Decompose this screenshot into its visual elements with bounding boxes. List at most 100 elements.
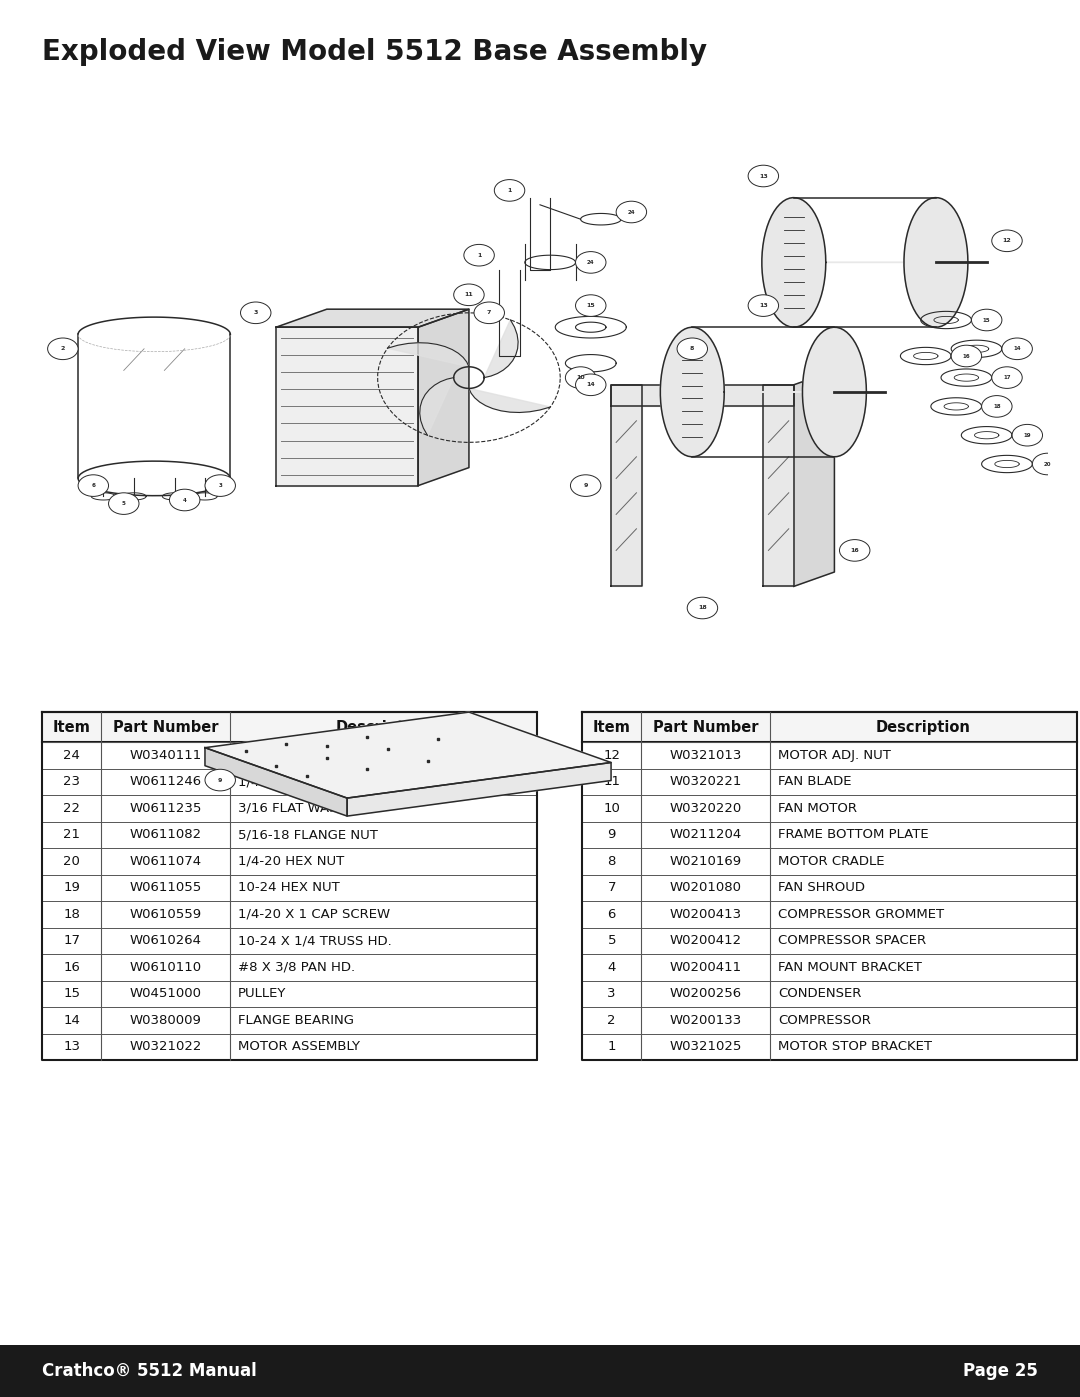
Text: 5/16-18 FLANGE NUT: 5/16-18 FLANGE NUT <box>238 828 378 841</box>
Text: Page 25: Page 25 <box>963 1362 1038 1380</box>
Circle shape <box>241 302 271 324</box>
Text: 10: 10 <box>604 802 620 814</box>
Text: PULLEY: PULLEY <box>238 988 286 1000</box>
Text: 9: 9 <box>608 828 616 841</box>
Polygon shape <box>205 747 347 816</box>
Text: 14: 14 <box>586 383 595 387</box>
Text: 1: 1 <box>508 189 512 193</box>
Text: W0211204: W0211204 <box>670 828 742 841</box>
Text: W0210169: W0210169 <box>670 855 742 868</box>
Polygon shape <box>205 712 611 798</box>
Text: W0340111: W0340111 <box>130 749 202 761</box>
Text: W0200411: W0200411 <box>670 961 742 974</box>
Text: 15: 15 <box>983 317 990 323</box>
Text: W0200133: W0200133 <box>670 1014 742 1027</box>
Bar <box>42 1034 537 1060</box>
Text: 3: 3 <box>254 310 258 316</box>
Text: W0201080: W0201080 <box>670 882 742 894</box>
Circle shape <box>205 475 235 496</box>
Text: 3/16 FLAT WASHER: 3/16 FLAT WASHER <box>238 802 365 814</box>
Bar <box>42 1007 537 1034</box>
Text: 10-24 X 1/4 TRUSS HD.: 10-24 X 1/4 TRUSS HD. <box>238 935 392 947</box>
Text: W0380009: W0380009 <box>130 1014 202 1027</box>
Text: 1/4-20 HEX NUT: 1/4-20 HEX NUT <box>238 855 345 868</box>
Circle shape <box>474 302 504 324</box>
Circle shape <box>616 201 647 222</box>
Bar <box>582 901 1077 928</box>
Circle shape <box>991 231 1022 251</box>
Text: 10: 10 <box>577 376 585 380</box>
Text: 5: 5 <box>122 502 125 506</box>
Text: 16: 16 <box>850 548 859 553</box>
Text: 13: 13 <box>759 173 768 179</box>
Text: FAN BLADE: FAN BLADE <box>778 775 852 788</box>
Polygon shape <box>764 384 794 587</box>
Circle shape <box>677 338 707 359</box>
Text: MOTOR ASSEMBLY: MOTOR ASSEMBLY <box>238 1041 360 1053</box>
Polygon shape <box>484 320 518 377</box>
Text: 13: 13 <box>759 303 768 309</box>
Text: CONDENSER: CONDENSER <box>778 988 862 1000</box>
Circle shape <box>748 295 779 316</box>
Bar <box>582 954 1077 981</box>
Text: 14: 14 <box>64 1014 80 1027</box>
Text: COMPRESSOR: COMPRESSOR <box>778 1014 870 1027</box>
Text: W0611235: W0611235 <box>130 802 202 814</box>
Text: W0611082: W0611082 <box>130 828 202 841</box>
Bar <box>582 821 1077 848</box>
Text: 17: 17 <box>1003 376 1011 380</box>
Text: 9: 9 <box>583 483 588 488</box>
Text: 23: 23 <box>64 775 80 788</box>
Bar <box>42 928 537 954</box>
Text: 15: 15 <box>64 988 80 1000</box>
Bar <box>582 981 1077 1007</box>
Text: 20: 20 <box>1044 461 1051 467</box>
Polygon shape <box>276 309 469 327</box>
Text: Part Number: Part Number <box>113 719 218 735</box>
Text: W0321025: W0321025 <box>670 1041 742 1053</box>
Text: 14: 14 <box>1013 346 1021 351</box>
Text: 11: 11 <box>604 775 620 788</box>
Text: 11: 11 <box>464 292 473 298</box>
Text: FAN MOUNT BRACKET: FAN MOUNT BRACKET <box>778 961 922 974</box>
Text: Item: Item <box>53 719 91 735</box>
Text: 7: 7 <box>607 882 616 894</box>
Text: 7: 7 <box>487 310 491 316</box>
Circle shape <box>566 367 596 388</box>
Text: Description: Description <box>876 719 971 735</box>
Text: 9: 9 <box>218 778 222 782</box>
Text: 5: 5 <box>607 935 616 947</box>
Text: 16: 16 <box>64 961 80 974</box>
Bar <box>42 901 537 928</box>
Text: W0200413: W0200413 <box>670 908 742 921</box>
Circle shape <box>687 597 717 619</box>
Text: W0610110: W0610110 <box>130 961 202 974</box>
Text: 2: 2 <box>60 346 65 351</box>
Text: 15: 15 <box>586 303 595 309</box>
Text: W0610559: W0610559 <box>130 908 202 921</box>
Circle shape <box>951 345 982 367</box>
Circle shape <box>454 284 484 306</box>
Circle shape <box>170 489 200 511</box>
Circle shape <box>748 165 779 187</box>
Text: 8: 8 <box>608 855 616 868</box>
Circle shape <box>576 295 606 316</box>
Text: FLANGE BEARING: FLANGE BEARING <box>238 1014 354 1027</box>
Circle shape <box>839 539 869 562</box>
Bar <box>42 954 537 981</box>
Bar <box>582 875 1077 901</box>
Polygon shape <box>469 388 551 412</box>
Text: Description: Description <box>336 719 431 735</box>
Text: 6: 6 <box>92 483 95 488</box>
Text: MOTOR CRADLE: MOTOR CRADLE <box>778 855 885 868</box>
Text: 16: 16 <box>962 353 970 359</box>
Text: 1/4-20 X 1 CAP SCREW: 1/4-20 X 1 CAP SCREW <box>238 908 390 921</box>
Circle shape <box>464 244 495 265</box>
Circle shape <box>576 374 606 395</box>
Text: 18: 18 <box>698 605 706 610</box>
Text: 2: 2 <box>607 1014 616 1027</box>
Text: W0320221: W0320221 <box>670 775 742 788</box>
Circle shape <box>576 251 606 274</box>
Text: W0200256: W0200256 <box>670 988 742 1000</box>
Circle shape <box>1032 453 1063 475</box>
